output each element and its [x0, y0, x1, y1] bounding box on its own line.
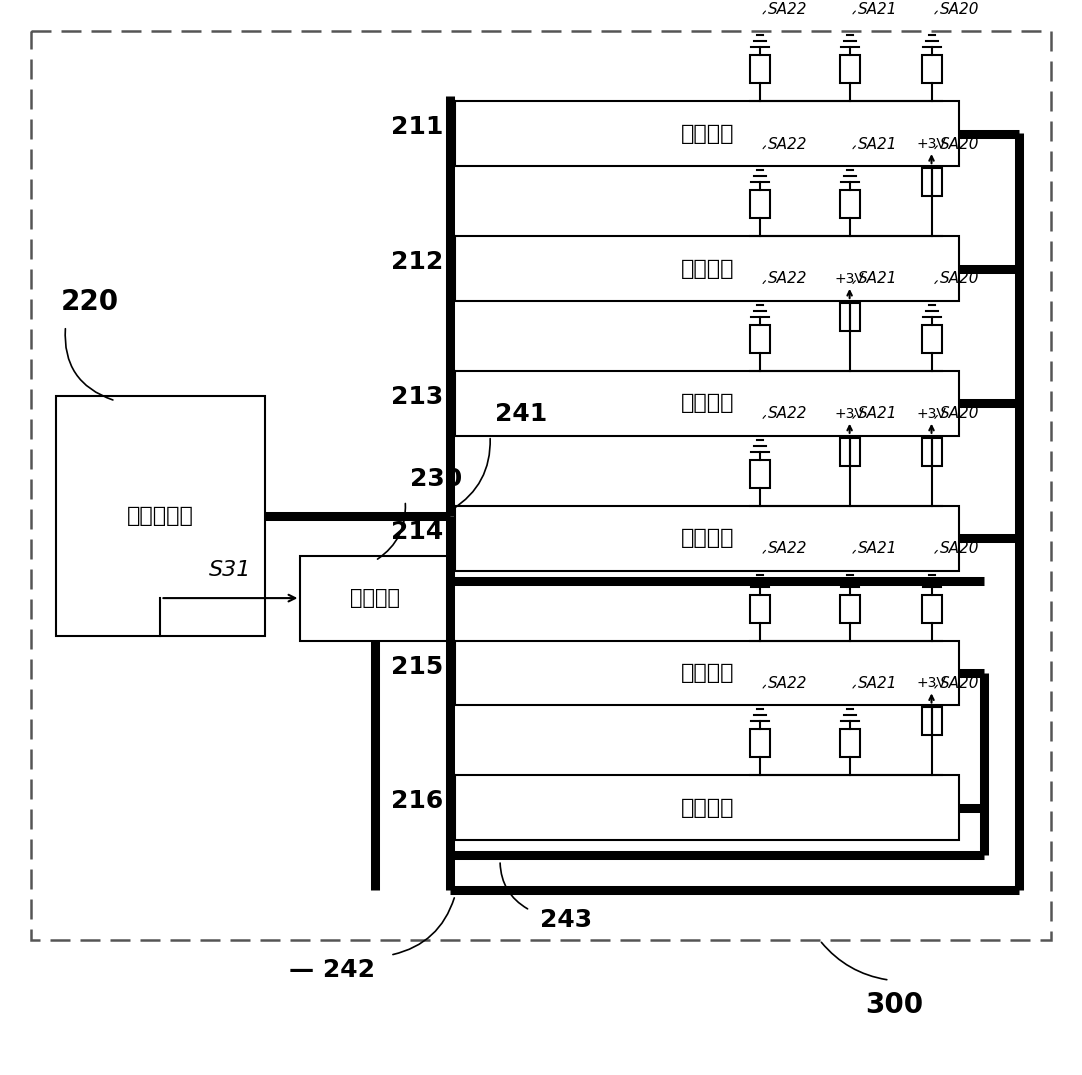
Text: SA20: SA20 — [939, 2, 979, 17]
Text: 介面控制器: 介面控制器 — [127, 505, 194, 526]
Bar — [922, 594, 941, 622]
Bar — [922, 55, 941, 83]
Text: 内存插槽: 内存插槽 — [681, 124, 734, 144]
Text: 243: 243 — [540, 908, 592, 932]
Bar — [922, 707, 941, 735]
Text: 214: 214 — [391, 519, 444, 544]
FancyBboxPatch shape — [301, 556, 450, 641]
Bar — [750, 460, 769, 488]
Text: SA22: SA22 — [768, 2, 807, 17]
Text: SA22: SA22 — [768, 541, 807, 556]
Bar — [456, 101, 960, 167]
Text: SA21: SA21 — [858, 2, 897, 17]
Text: SA21: SA21 — [858, 137, 897, 152]
Text: 212: 212 — [391, 250, 444, 274]
Bar — [840, 730, 859, 758]
Bar — [750, 730, 769, 758]
Text: SA22: SA22 — [768, 137, 807, 152]
Text: SA20: SA20 — [939, 272, 979, 287]
Text: SA22: SA22 — [768, 272, 807, 287]
Bar — [922, 438, 941, 465]
Bar — [750, 325, 769, 353]
Text: 215: 215 — [391, 655, 444, 678]
Bar — [840, 190, 859, 218]
Bar — [456, 371, 960, 435]
Text: 内存插槽: 内存插槽 — [681, 663, 734, 683]
Text: 内存插槽: 内存插槽 — [681, 528, 734, 548]
Text: SA22: SA22 — [768, 406, 807, 421]
Text: 241: 241 — [496, 402, 547, 426]
Bar — [456, 505, 960, 571]
Text: SA20: SA20 — [939, 406, 979, 421]
Bar — [922, 325, 941, 353]
Text: SA21: SA21 — [858, 541, 897, 556]
Bar — [456, 775, 960, 841]
Text: +3V: +3V — [916, 138, 947, 152]
Text: 内存插槽: 内存插槽 — [681, 258, 734, 278]
Text: 230: 230 — [410, 467, 462, 490]
Bar — [840, 303, 859, 331]
Bar — [840, 594, 859, 622]
Text: 220: 220 — [61, 288, 119, 316]
Text: +3V: +3V — [834, 406, 865, 420]
Text: SA20: SA20 — [939, 541, 979, 556]
Bar — [922, 168, 941, 196]
Bar — [750, 190, 769, 218]
Bar — [840, 55, 859, 83]
Text: — 242: — 242 — [289, 958, 375, 983]
Text: SA21: SA21 — [858, 272, 897, 287]
Text: SA20: SA20 — [939, 137, 979, 152]
Bar — [750, 594, 769, 622]
Bar — [456, 641, 960, 705]
Text: 多任务器: 多任务器 — [351, 588, 400, 608]
Text: SA20: SA20 — [939, 676, 979, 691]
Bar — [840, 438, 859, 465]
Text: +3V: +3V — [916, 406, 947, 420]
Text: 213: 213 — [391, 385, 444, 408]
Text: 211: 211 — [391, 115, 444, 139]
Text: +3V: +3V — [916, 676, 947, 690]
Text: SA21: SA21 — [858, 676, 897, 691]
Bar — [750, 55, 769, 83]
Text: 内存插槽: 内存插槽 — [681, 393, 734, 414]
Bar — [456, 236, 960, 301]
Text: 内存插槽: 内存插槽 — [681, 798, 734, 818]
Text: 216: 216 — [391, 789, 444, 814]
FancyBboxPatch shape — [55, 396, 265, 635]
Text: S31: S31 — [209, 560, 252, 581]
Text: SA21: SA21 — [858, 406, 897, 421]
Text: +3V: +3V — [834, 272, 865, 286]
Text: 300: 300 — [866, 991, 924, 1019]
Text: SA22: SA22 — [768, 676, 807, 691]
